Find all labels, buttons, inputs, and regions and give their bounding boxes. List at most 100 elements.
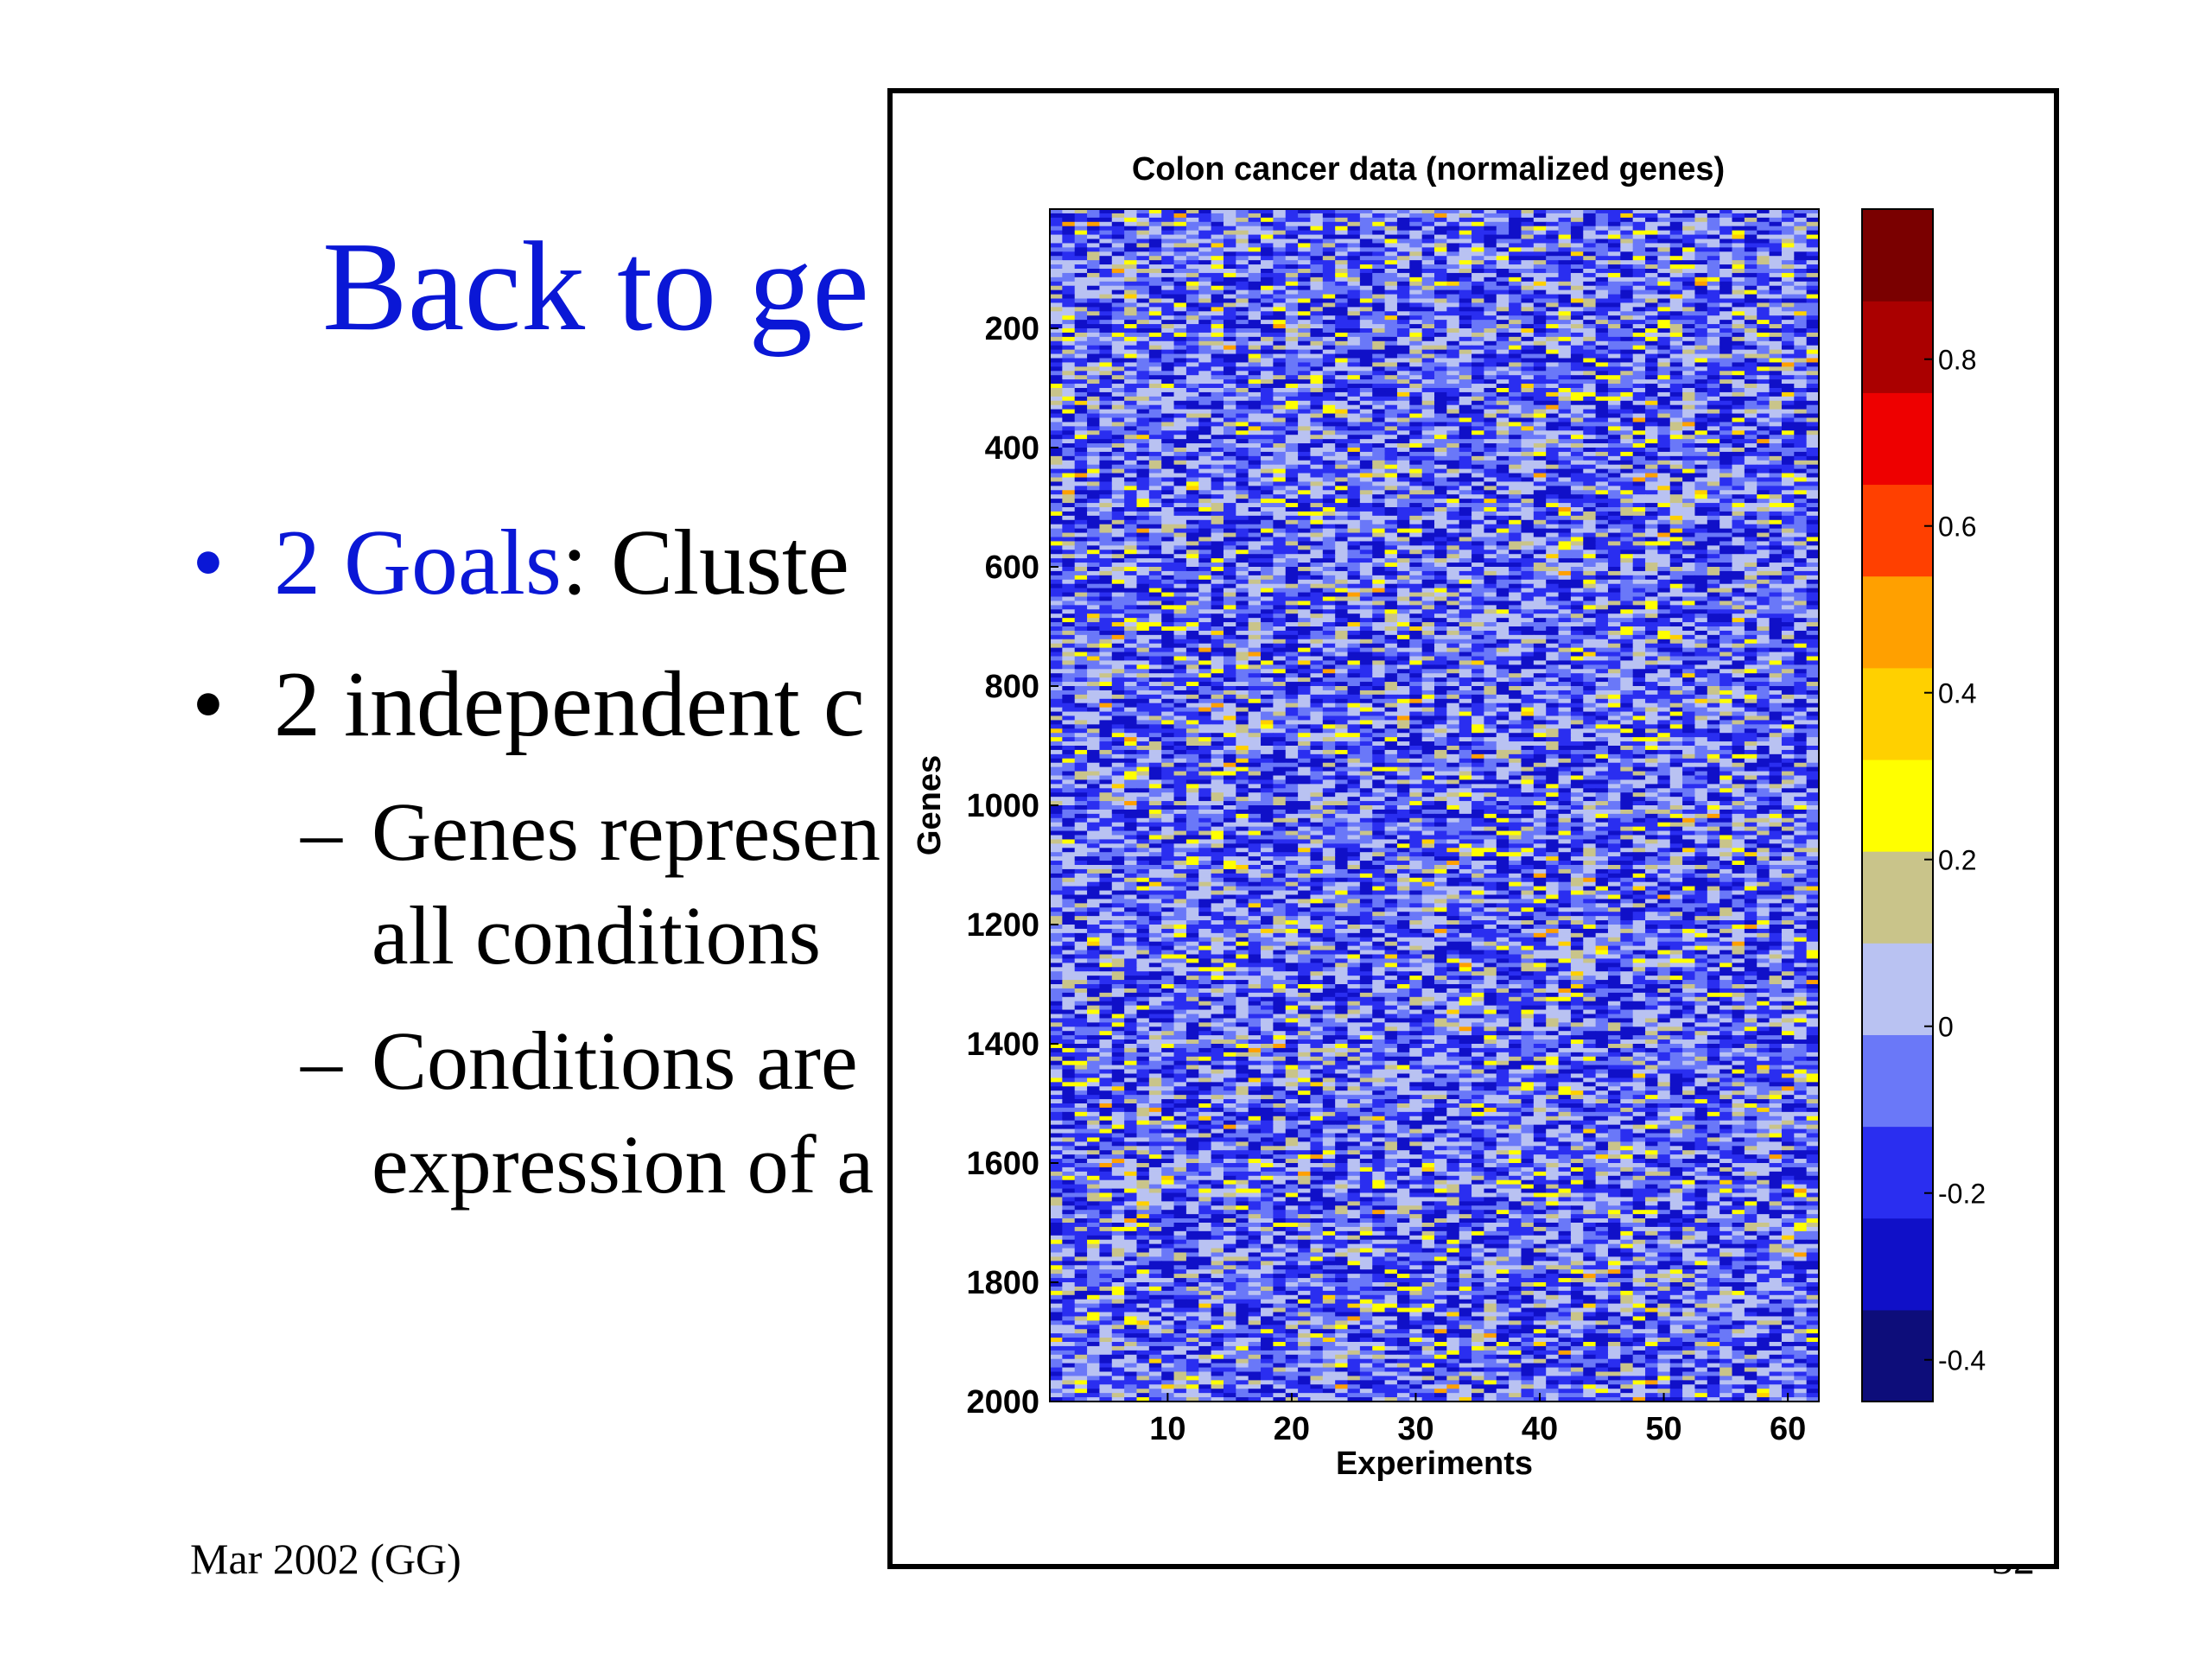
heatmap-cell — [1794, 222, 1807, 227]
heatmap-cell — [1298, 333, 1311, 338]
heatmap-cell — [1497, 384, 1510, 389]
heatmap-cell — [1559, 226, 1572, 232]
heatmap-cell — [1608, 448, 1621, 453]
heatmap-cell — [1186, 448, 1199, 453]
heatmap-cell — [1099, 435, 1112, 440]
heatmap-cell — [1471, 260, 1484, 265]
heatmap-cell — [1136, 392, 1149, 397]
heatmap-cell — [1694, 494, 1707, 499]
heatmap-cell — [1087, 507, 1100, 512]
heatmap-cell — [1422, 414, 1435, 419]
heatmap-cell — [1161, 359, 1174, 364]
heatmap-cell — [1335, 439, 1348, 444]
heatmap-cell — [1534, 375, 1547, 380]
sub-bullet-line: Genes represen — [372, 791, 880, 874]
heatmap-cell — [1174, 545, 1187, 550]
heatmap-cell — [1497, 507, 1510, 512]
heatmap-cell — [1149, 337, 1162, 342]
heatmap-cell — [1608, 282, 1621, 287]
heatmap-cell — [1385, 260, 1398, 265]
heatmap-cell — [1323, 452, 1336, 457]
heatmap-cell — [1546, 494, 1559, 499]
heatmap-cell — [1335, 524, 1348, 530]
heatmap-cell — [1335, 354, 1348, 359]
heatmap-cell — [1571, 410, 1584, 415]
heatmap-cell — [1261, 290, 1274, 296]
heatmap-cell — [1608, 545, 1621, 550]
heatmap-cell — [1682, 533, 1695, 538]
heatmap-cell — [1335, 239, 1348, 245]
heatmap-cell — [1174, 282, 1187, 287]
heatmap-cell — [1484, 320, 1497, 325]
heatmap-cell — [1211, 474, 1224, 479]
heatmap-cell — [1770, 277, 1783, 283]
heatmap-cell — [1385, 490, 1398, 495]
heatmap-cell — [1645, 520, 1658, 525]
heatmap-cell — [1446, 375, 1459, 380]
heatmap-cell — [1596, 379, 1609, 385]
heatmap-cell — [1583, 503, 1596, 508]
heatmap-cell — [1385, 499, 1398, 504]
heatmap-cell — [1732, 354, 1745, 359]
heatmap-cell — [1682, 481, 1695, 486]
heatmap-cell — [1534, 269, 1547, 274]
heatmap-cell — [1372, 213, 1385, 219]
heatmap-cell — [1249, 494, 1262, 499]
heatmap-cell — [1099, 273, 1112, 278]
heatmap-cell — [1397, 490, 1410, 495]
heatmap-cell — [1471, 299, 1484, 304]
heatmap-cell — [1136, 299, 1149, 304]
heatmap-cell — [1298, 371, 1311, 376]
heatmap-cell — [1732, 247, 1745, 252]
heatmap-cell — [1286, 529, 1299, 534]
heatmap-cell — [1198, 243, 1211, 248]
heatmap-cell — [1559, 401, 1572, 406]
heatmap-cell — [1273, 486, 1286, 491]
heatmap-cell — [1521, 503, 1534, 508]
heatmap-cell — [1249, 260, 1262, 265]
heatmap-cell — [1174, 443, 1187, 448]
heatmap-cell — [1608, 520, 1621, 525]
heatmap-cell — [1459, 324, 1472, 329]
heatmap-cell — [1422, 273, 1435, 278]
heatmap-cell — [1261, 448, 1274, 453]
heatmap-cell — [1471, 435, 1484, 440]
heatmap-cell — [1323, 426, 1336, 431]
heatmap-cell — [1136, 388, 1149, 393]
heatmap-cell — [1062, 307, 1075, 312]
heatmap-cell — [1360, 503, 1373, 508]
heatmap-cell — [1075, 235, 1088, 240]
heatmap-cell — [1136, 273, 1149, 278]
heatmap-cell — [1174, 512, 1187, 517]
heatmap-cell — [1446, 426, 1459, 431]
heatmap-cell — [1136, 545, 1149, 550]
heatmap-cell — [1310, 359, 1323, 364]
heatmap-cell — [1186, 273, 1199, 278]
heatmap-cell — [1719, 260, 1732, 265]
heatmap-cell — [1161, 469, 1174, 474]
heatmap-cell — [1657, 213, 1670, 219]
heatmap-cell — [1682, 328, 1695, 334]
heatmap-cell — [1112, 537, 1125, 543]
heatmap-cell — [1633, 273, 1646, 278]
heatmap-cell — [1211, 324, 1224, 329]
heatmap-cell — [1682, 490, 1695, 495]
heatmap-cell — [1360, 302, 1373, 308]
heatmap-cell — [1719, 439, 1732, 444]
heatmap-cell — [1546, 295, 1559, 300]
heatmap-cell — [1807, 388, 1820, 393]
heatmap-cell — [1732, 520, 1745, 525]
heatmap-cell — [1546, 226, 1559, 232]
heatmap-cell — [1323, 231, 1336, 236]
heatmap-cell — [1633, 362, 1646, 367]
heatmap-cell — [1707, 226, 1720, 232]
heatmap-cell — [1807, 277, 1820, 283]
heatmap-cell — [1657, 443, 1670, 448]
heatmap-cell — [1670, 337, 1683, 342]
heatmap-cell — [1236, 346, 1249, 351]
heatmap-cell — [1559, 520, 1572, 525]
heatmap-cell — [1149, 328, 1162, 334]
heatmap-cell — [1546, 222, 1559, 227]
heatmap-cell — [1521, 222, 1534, 227]
heatmap-cell — [1310, 247, 1323, 252]
